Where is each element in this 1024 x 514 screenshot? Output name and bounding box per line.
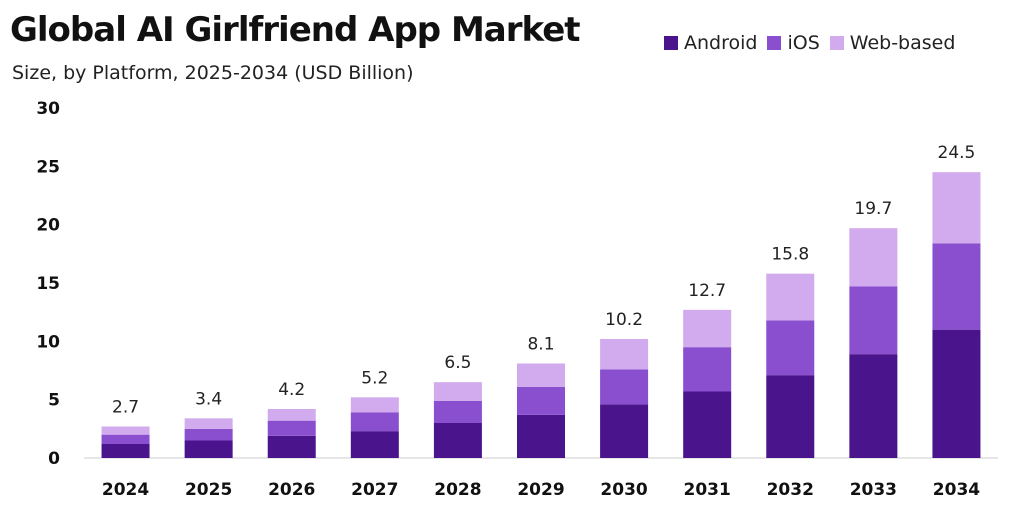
legend-label-web-based: Web-based bbox=[849, 32, 956, 54]
x-tick-label-2031: 2031 bbox=[684, 480, 731, 500]
data-label-total-2024: 2.7 bbox=[112, 398, 139, 418]
bar-android-2027 bbox=[350, 431, 399, 458]
y-tick-label: 10 bbox=[36, 332, 60, 352]
legend-item-web-based: Web-based bbox=[829, 32, 956, 54]
x-tick-label-2024: 2024 bbox=[102, 480, 149, 500]
x-tick-label-2033: 2033 bbox=[850, 480, 897, 500]
bar-ios-2034 bbox=[932, 243, 981, 330]
data-label-total-2033: 19.7 bbox=[854, 199, 892, 219]
bar-web-based-2034 bbox=[932, 172, 981, 244]
legend-swatch-web-based bbox=[829, 36, 844, 50]
legend-item-ios: iOS bbox=[767, 32, 820, 54]
bar-android-2024 bbox=[101, 444, 150, 458]
x-tick-label-2030: 2030 bbox=[600, 480, 647, 500]
legend-label-ios: iOS bbox=[787, 32, 820, 54]
legend-item-android: Android bbox=[664, 32, 757, 54]
x-tick-label-2026: 2026 bbox=[268, 480, 315, 500]
bar-web-based-2031 bbox=[683, 309, 732, 348]
data-label-total-2030: 10.2 bbox=[605, 310, 643, 330]
y-tick-label: 0 bbox=[48, 449, 60, 469]
bar-ios-2032 bbox=[766, 320, 815, 376]
bar-web-based-2027 bbox=[350, 397, 399, 413]
bar-web-based-2030 bbox=[600, 339, 649, 370]
bar-android-2033 bbox=[849, 354, 898, 458]
legend-swatch-android bbox=[664, 36, 678, 50]
bar-android-2028 bbox=[433, 423, 482, 458]
bar-web-based-2025 bbox=[184, 418, 233, 429]
x-tick-label-2025: 2025 bbox=[185, 480, 232, 500]
y-tick-label: 25 bbox=[36, 157, 60, 177]
data-label-total-2028: 6.5 bbox=[444, 353, 471, 373]
bar-web-based-2028 bbox=[433, 382, 482, 401]
data-label-total-2025: 3.4 bbox=[195, 389, 222, 409]
bar-ios-2028 bbox=[433, 400, 482, 423]
data-label-total-2029: 8.1 bbox=[527, 335, 554, 355]
legend-swatch-ios bbox=[767, 36, 782, 50]
bar-android-2029 bbox=[517, 414, 565, 458]
chart-subtitle: Size, by Platform, 2025-2034 (USD Billio… bbox=[12, 62, 414, 84]
x-tick-label-2029: 2029 bbox=[517, 480, 564, 500]
bar-web-based-2032 bbox=[766, 273, 815, 321]
data-label-total-2034: 24.5 bbox=[938, 143, 976, 163]
y-tick-label: 15 bbox=[36, 274, 60, 294]
bar-ios-2029 bbox=[517, 386, 565, 415]
y-tick-label: 5 bbox=[48, 391, 60, 411]
bar-ios-2030 bbox=[600, 369, 649, 405]
data-label-total-2031: 12.7 bbox=[688, 281, 726, 301]
bar-android-2031 bbox=[683, 391, 732, 458]
bar-android-2032 bbox=[766, 375, 815, 458]
bar-web-based-2033 bbox=[849, 228, 898, 287]
y-tick-label: 20 bbox=[36, 216, 60, 236]
x-tick-label-2028: 2028 bbox=[434, 480, 481, 500]
bar-ios-2033 bbox=[849, 286, 898, 355]
bar-ios-2026 bbox=[267, 420, 316, 436]
bar-android-2025 bbox=[184, 440, 233, 458]
data-label-total-2026: 4.2 bbox=[278, 380, 305, 400]
bar-web-based-2026 bbox=[267, 409, 316, 421]
bar-android-2026 bbox=[267, 435, 316, 458]
x-tick-label-2034: 2034 bbox=[933, 480, 980, 500]
bar-android-2030 bbox=[600, 404, 649, 458]
chart-title: Global AI Girlfriend App Market bbox=[10, 10, 581, 50]
legend: Android iOS Web-based bbox=[664, 32, 965, 54]
x-tick-label-2032: 2032 bbox=[767, 480, 814, 500]
bar-ios-2027 bbox=[350, 412, 399, 432]
bar-ios-2031 bbox=[683, 347, 732, 392]
legend-label-android: Android bbox=[684, 32, 758, 54]
data-label-total-2027: 5.2 bbox=[361, 368, 388, 388]
bar-web-based-2024 bbox=[101, 426, 150, 435]
bar-ios-2024 bbox=[101, 434, 150, 444]
bar-web-based-2029 bbox=[517, 363, 565, 387]
bar-ios-2025 bbox=[184, 428, 233, 441]
y-tick-label: 30 bbox=[36, 99, 60, 119]
bar-android-2034 bbox=[932, 329, 981, 458]
x-tick-label-2027: 2027 bbox=[351, 480, 398, 500]
data-label-total-2032: 15.8 bbox=[771, 245, 809, 265]
